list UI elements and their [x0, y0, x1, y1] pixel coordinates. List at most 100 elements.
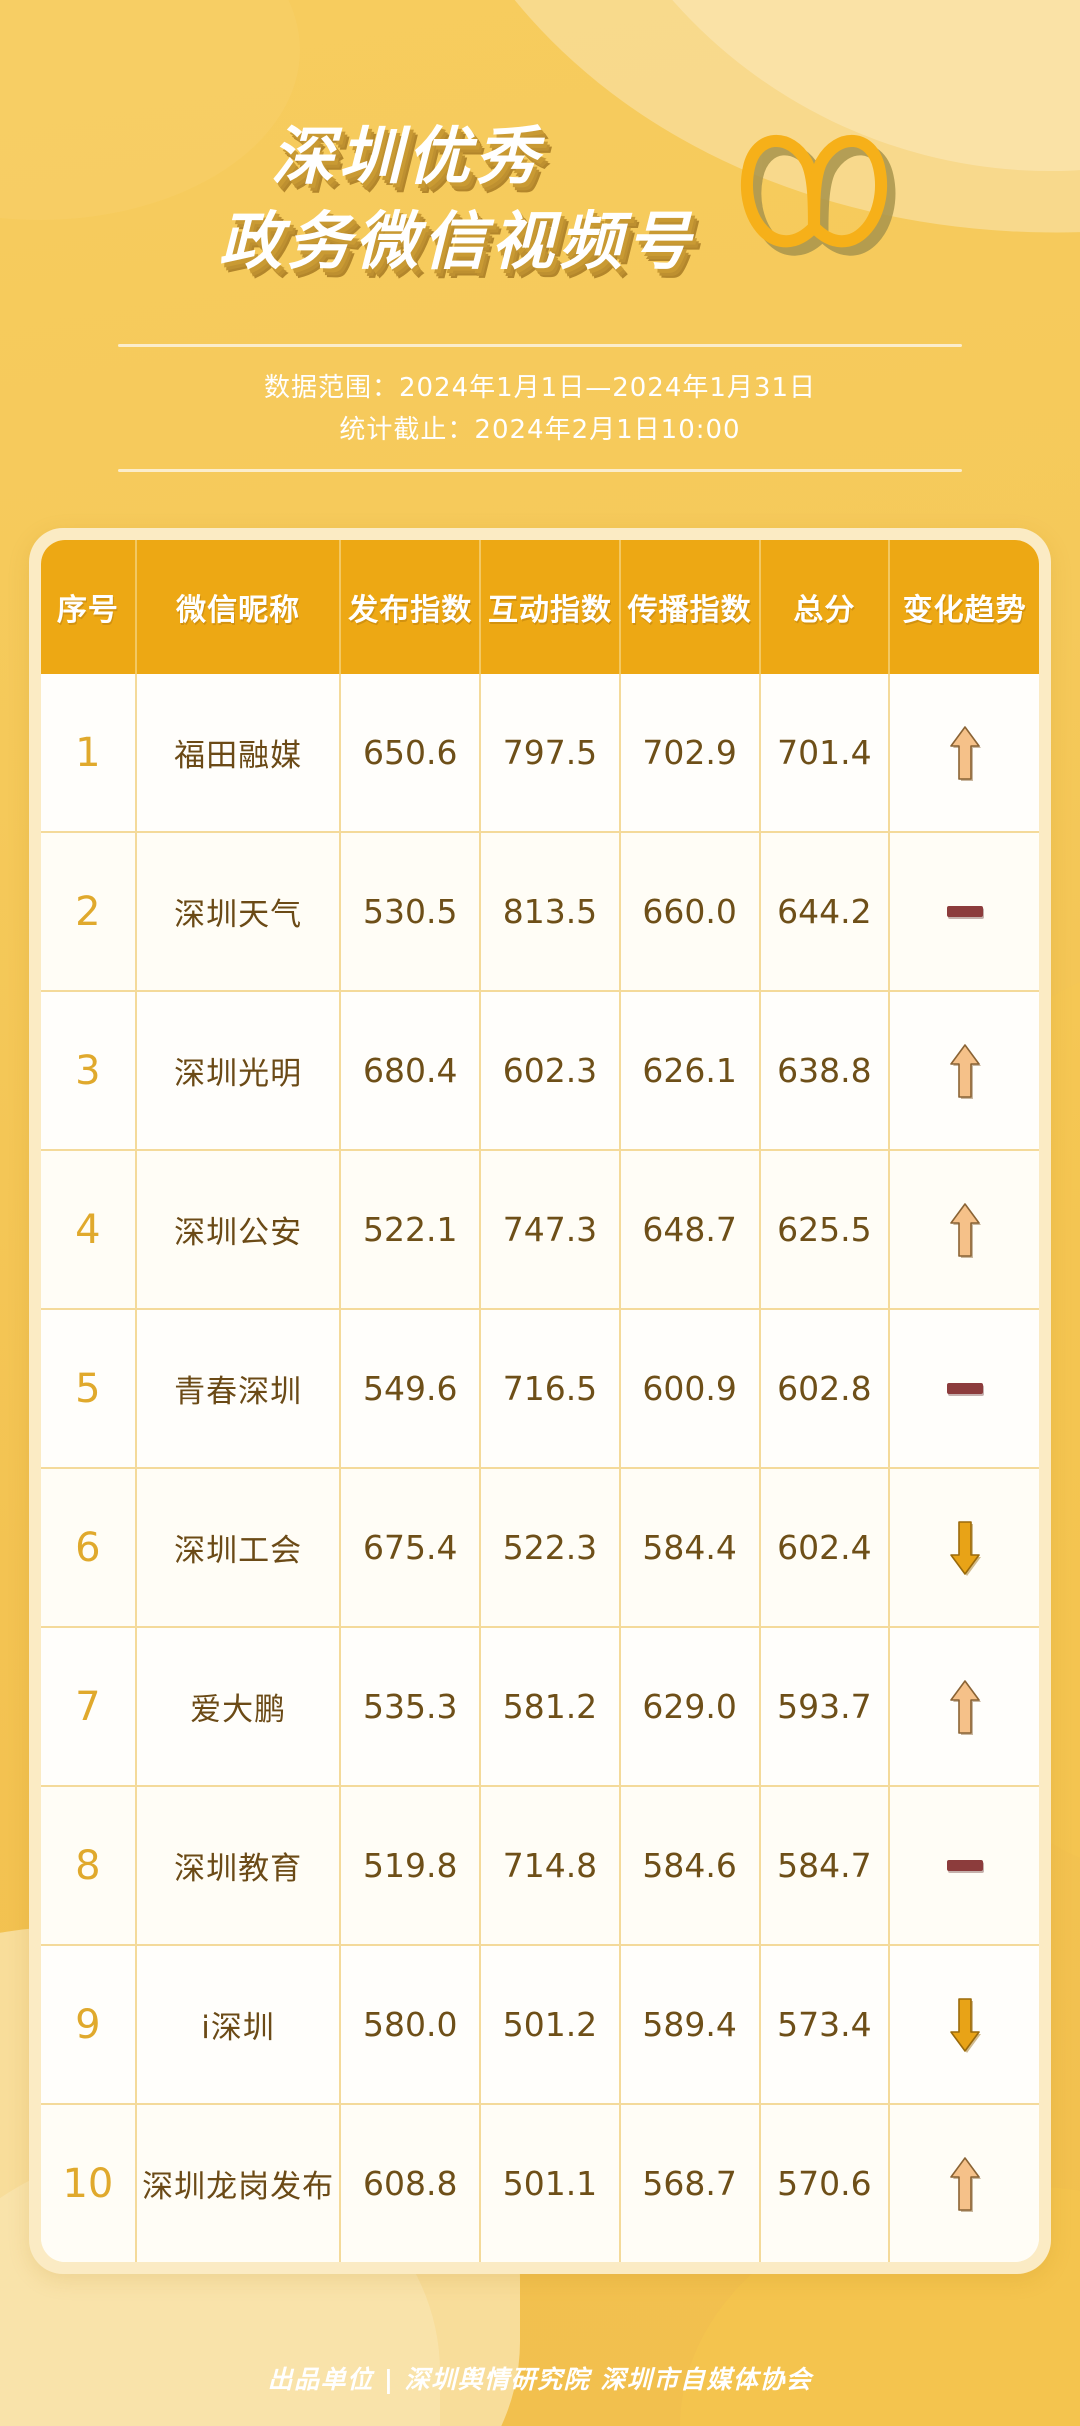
cell-rank: 4 [41, 1150, 137, 1311]
cell-total: 602.4 [759, 1468, 891, 1629]
trend-up-arrow-icon [948, 1678, 982, 1736]
column-header-interact: 互动指数 [480, 540, 621, 675]
cell-interact: 522.3 [480, 1468, 621, 1629]
column-header-publish: 发布指数 [340, 540, 482, 675]
cell-publish: 650.6 [340, 674, 482, 834]
cell-trend [889, 832, 1039, 993]
cell-nickname: 深圳天气 [135, 832, 342, 993]
cell-trend [889, 1468, 1039, 1629]
cell-rank: 2 [41, 832, 137, 993]
cell-publish: 680.4 [340, 991, 482, 1152]
cell-trend [889, 674, 1039, 834]
column-header-total: 总分 [759, 540, 891, 675]
table-row: 8 深圳教育 519.8 714.8 584.6 584.7 [41, 1786, 1039, 1947]
ranking-table-head: 序号 微信昵称 发布指数 互动指数 传播指数 总分 变化趋势 [41, 540, 1039, 675]
cell-spread: 584.6 [619, 1786, 761, 1947]
table-row: 1 福田融媒 650.6 797.5 702.9 701.4 [41, 674, 1039, 834]
table-header-row: 序号 微信昵称 发布指数 互动指数 传播指数 总分 变化趋势 [41, 540, 1039, 675]
cell-publish: 530.5 [340, 832, 482, 993]
cell-rank: 5 [41, 1309, 137, 1470]
table-row: 4 深圳公安 522.1 747.3 648.7 625.5 [41, 1150, 1039, 1311]
column-header-spread: 传播指数 [619, 540, 761, 675]
cell-rank: 9 [41, 1945, 137, 2106]
data-cutoff-text: 统计截止：2024年2月1日10:00 [339, 415, 741, 446]
ranking-table-body: 1 福田融媒 650.6 797.5 702.9 701.4 2 深圳天气 530.5 813.5… [41, 674, 1039, 2263]
cell-nickname: 青春深圳 [135, 1309, 342, 1470]
cell-interact: 747.3 [480, 1150, 621, 1311]
cell-trend [889, 1150, 1039, 1311]
cell-total: 644.2 [759, 832, 891, 993]
cell-rank: 10 [41, 2104, 137, 2263]
cell-interact: 602.3 [480, 991, 621, 1152]
cell-interact: 716.5 [480, 1309, 621, 1470]
cell-interact: 501.2 [480, 1945, 621, 2106]
poster-header: 深圳优秀 政务微信视频号 [0, 0, 1080, 488]
cell-interact: 581.2 [480, 1627, 621, 1788]
divider-top [118, 344, 962, 347]
subtitle-block: 数据范围：2024年1月1日—2024年1月31日 统计截止：2024年2月1日… [118, 330, 962, 488]
column-header-rank: 序号 [41, 540, 137, 675]
cell-rank: 7 [41, 1627, 137, 1788]
cell-interact: 501.1 [480, 2104, 621, 2263]
cell-spread: 600.9 [619, 1309, 761, 1470]
trend-flat-icon [946, 1383, 983, 1395]
cell-spread: 589.4 [619, 1945, 761, 2106]
cell-publish: 535.3 [340, 1627, 482, 1788]
cell-spread: 660.0 [619, 832, 761, 993]
cell-nickname: 福田融媒 [135, 674, 342, 834]
table-row: 7 爱大鹏 535.3 581.2 629.0 593.7 [41, 1627, 1039, 1788]
cell-rank: 8 [41, 1786, 137, 1947]
trend-up-arrow-icon [948, 2155, 982, 2213]
wechat-channels-logo-icon [721, 108, 907, 294]
cell-trend [889, 991, 1039, 1152]
cell-nickname: 深圳龙岗发布 [135, 2104, 342, 2263]
cell-nickname: 深圳工会 [135, 1468, 342, 1629]
title-row: 深圳优秀 政务微信视频号 [0, 104, 1080, 294]
ranking-table: 序号 微信昵称 发布指数 互动指数 传播指数 总分 变化趋势 1 福田融媒 650.… [41, 540, 1039, 2263]
trend-up-arrow-icon [948, 1201, 982, 1259]
cell-publish: 522.1 [340, 1150, 482, 1311]
table-row: 9 i深圳 580.0 501.2 589.4 573.4 [41, 1945, 1039, 2106]
cell-spread: 568.7 [619, 2104, 761, 2263]
cell-trend [889, 2104, 1039, 2263]
page-title-line-1: 深圳优秀 [271, 119, 543, 193]
cell-nickname: i深圳 [135, 1945, 342, 2106]
cell-spread: 629.0 [619, 1627, 761, 1788]
cell-rank: 1 [41, 674, 137, 834]
cell-interact: 813.5 [480, 832, 621, 993]
trend-up-arrow-icon [948, 724, 982, 782]
table-row: 2 深圳天气 530.5 813.5 660.0 644.2 [41, 832, 1039, 993]
cell-interact: 714.8 [480, 1786, 621, 1947]
cell-nickname: 爱大鹏 [135, 1627, 342, 1788]
table-row: 5 青春深圳 549.6 716.5 600.9 602.8 [41, 1309, 1039, 1470]
cell-total: 602.8 [759, 1309, 891, 1470]
cell-trend [889, 1786, 1039, 1947]
column-header-trend: 变化趋势 [889, 540, 1039, 675]
cell-publish: 675.4 [340, 1468, 482, 1629]
table-row: 6 深圳工会 675.4 522.3 584.4 602.4 [41, 1468, 1039, 1629]
cell-trend [889, 1309, 1039, 1470]
cell-trend [889, 1627, 1039, 1788]
trend-flat-icon [946, 1860, 983, 1872]
trend-up-arrow-icon [948, 1042, 982, 1100]
cell-interact: 797.5 [480, 674, 621, 834]
footer-credit-text: 出品单位 | 深圳舆情研究院 深圳市自媒体协会 [267, 2365, 813, 2395]
cell-publish: 549.6 [340, 1309, 482, 1470]
cell-rank: 3 [41, 991, 137, 1152]
title-block: 深圳优秀 政务微信视频号 [219, 117, 695, 282]
cell-total: 570.6 [759, 2104, 891, 2263]
cell-nickname: 深圳光明 [135, 991, 342, 1152]
ranking-card-frame: 序号 微信昵称 发布指数 互动指数 传播指数 总分 变化趋势 1 福田融媒 650.… [29, 528, 1051, 2275]
trend-down-arrow-icon [948, 1519, 982, 1577]
cell-total: 573.4 [759, 1945, 891, 2106]
divider-bottom [118, 469, 962, 473]
cell-spread: 584.4 [619, 1468, 761, 1629]
poster-footer: 出品单位 | 深圳舆情研究院 深圳市自媒体协会 [0, 2360, 1080, 2396]
cell-nickname: 深圳公安 [135, 1150, 342, 1311]
cell-publish: 608.8 [340, 2104, 482, 2263]
table-row: 3 深圳光明 680.4 602.3 626.1 638.8 [41, 991, 1039, 1152]
cell-trend [889, 1945, 1039, 2106]
cell-total: 701.4 [759, 674, 891, 834]
cell-total: 584.7 [759, 1786, 891, 1947]
cell-total: 625.5 [759, 1150, 891, 1311]
